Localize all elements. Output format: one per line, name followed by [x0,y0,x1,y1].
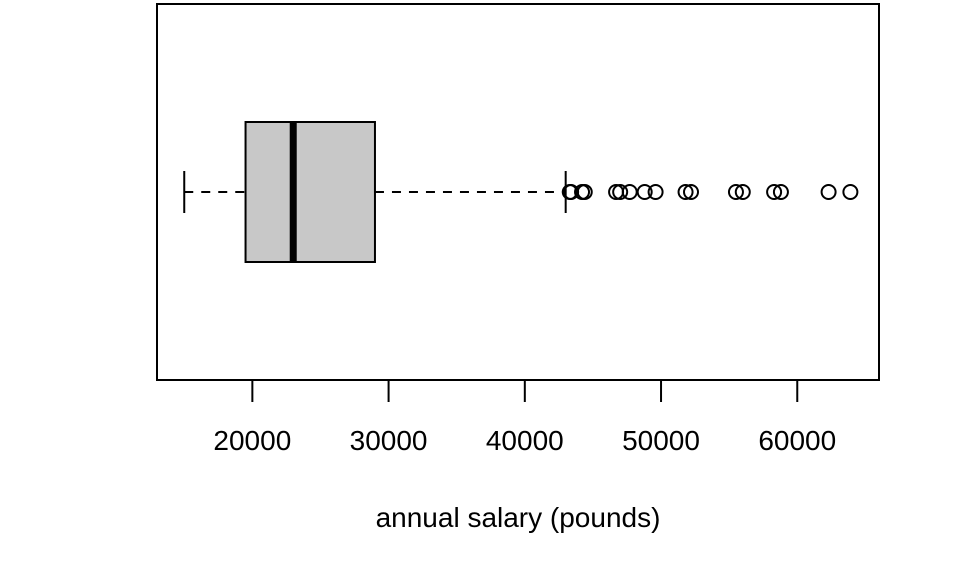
outlier-point [766,184,783,200]
x-tick-label: 20000 [213,425,291,456]
outlier-point [647,184,664,200]
outlier-point [727,184,744,200]
outlier-point [621,184,638,200]
outlier-point [842,184,859,200]
outlier-point [636,184,653,200]
x-tick-label: 60000 [758,425,836,456]
outlier-point [677,184,694,200]
boxplot [183,121,567,263]
x-tick-label: 40000 [486,425,564,456]
x-tick-label: 50000 [622,425,700,456]
outlier-point [820,184,837,200]
outliers [561,184,859,200]
outlier-point [683,184,700,200]
x-tick-label: 30000 [350,425,428,456]
outlier-point [734,184,751,200]
outlier-point [612,184,629,200]
iqr-box [244,121,376,263]
outlier-point [772,184,789,200]
x-axis: 20000 30000 40000 50000 60000 [213,379,836,456]
x-axis-label: annual salary (pounds) [376,502,661,533]
outlier-point [576,184,593,200]
